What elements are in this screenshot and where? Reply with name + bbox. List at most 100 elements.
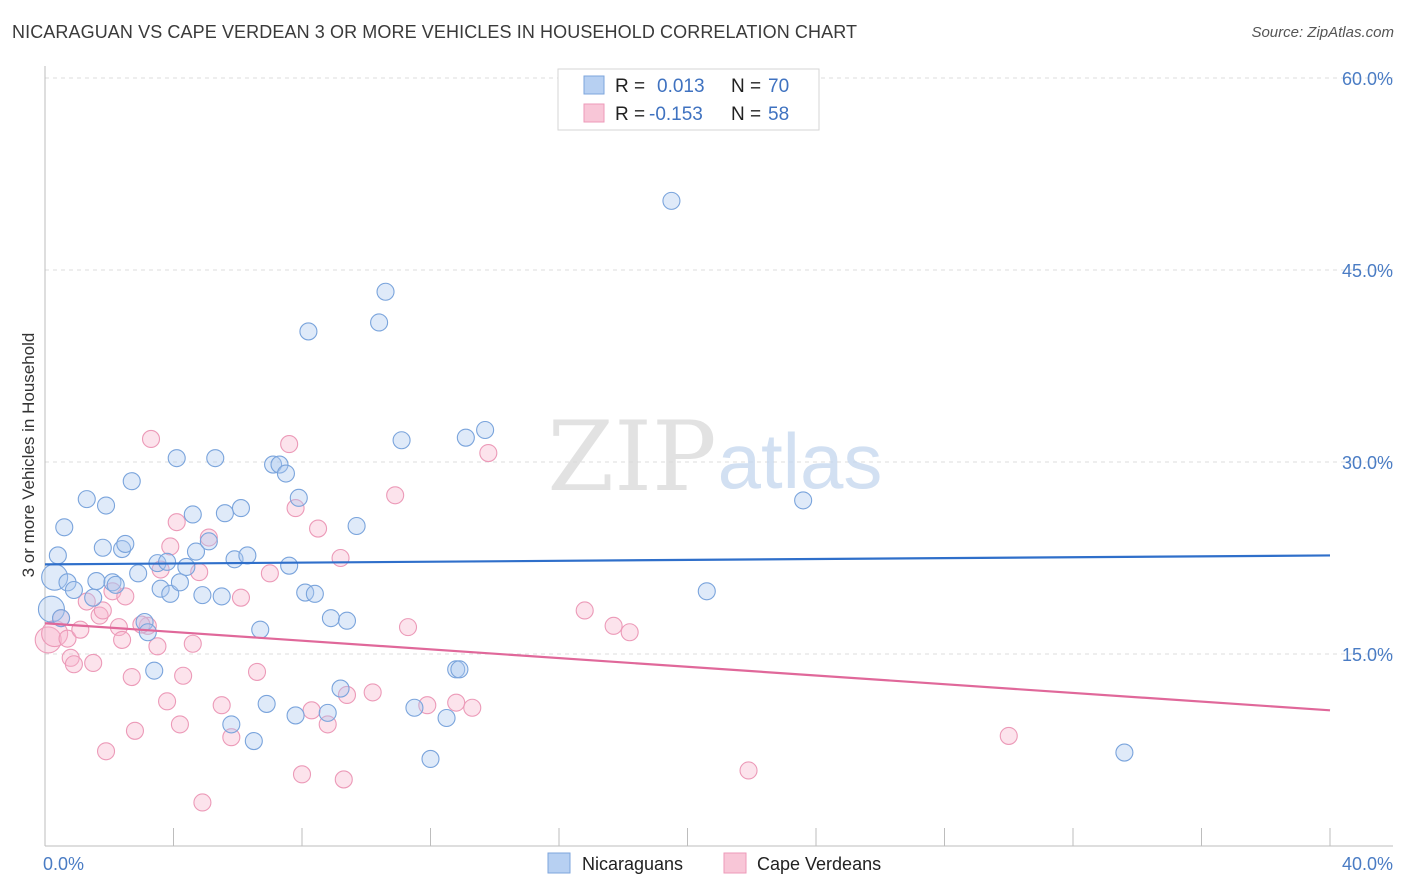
cape-verdeans-point-31 (212, 696, 231, 715)
source-label: Source: ZipAtlas.com (1251, 24, 1394, 41)
cape-verdeans-trend-line (44, 622, 1331, 712)
watermark-atlas: atlas (718, 417, 883, 505)
cape-verdeans-point-9 (90, 606, 109, 625)
cape-verdeans-point-35 (280, 435, 299, 454)
nicaraguans-point-45 (286, 706, 305, 725)
nicaraguans-point-10 (96, 496, 116, 515)
cape-verdeans-point-55 (999, 726, 1018, 745)
cape-verdeans-point-52 (604, 616, 623, 635)
grid-lines (45, 77, 1393, 655)
nicaraguans-point-62 (450, 660, 469, 679)
x-tick-label-max: 40.0% (1342, 854, 1393, 874)
nicaraguans-point-0 (37, 595, 65, 623)
legend-swatch-cape-verdeans (583, 103, 605, 123)
cape-verdeans-point-11 (96, 742, 116, 761)
nicaraguans-point-2 (48, 546, 67, 565)
cape-verdeans-point-24 (167, 513, 186, 532)
cape-verdeans-point-3 (58, 629, 77, 648)
cape-verdeans-point-54 (739, 761, 758, 780)
nicaraguans-point-38 (244, 731, 263, 751)
nicaraguans-point-64 (476, 420, 495, 440)
nicaraguans-point-43 (276, 464, 295, 483)
nicaraguans-point-54 (347, 516, 366, 536)
cape-verdeans-point-27 (183, 634, 202, 653)
cape-verdeans-point-43 (337, 685, 357, 705)
cape-verdeans-point-5 (64, 655, 83, 674)
nicaraguans-point-50 (318, 703, 337, 722)
watermark: ZIP atlas (547, 401, 882, 513)
nicaraguans-point-46 (289, 488, 308, 507)
nicaraguans-point-42 (270, 455, 289, 474)
y-tick-label-2: 45.0% (1342, 261, 1393, 281)
cape-verdeans-point-10 (93, 601, 112, 620)
cape-verdeans-point-37 (292, 765, 312, 784)
cape-verdeans-point-41 (331, 548, 350, 568)
nicaraguans-point-6 (77, 490, 96, 509)
cape-verdeans-point-42 (334, 770, 353, 789)
cape-verdeans-point-17 (125, 721, 144, 740)
legend-n-value-1: 70 (768, 76, 789, 97)
cape-verdeans-point-53 (620, 623, 639, 642)
cape-verdeans-point-30 (199, 528, 218, 547)
nicaraguans-point-47 (296, 583, 315, 602)
cape-verdeans-point-46 (398, 618, 418, 637)
cape-verdeans-point-49 (463, 698, 482, 717)
cape-verdeans-point-25 (170, 715, 189, 734)
nicaraguans-point-30 (199, 532, 218, 551)
nicaraguans-point-39 (251, 620, 270, 639)
nicaraguans-point-32 (212, 587, 231, 606)
nicaraguans-point-63 (456, 428, 475, 447)
cape-verdeans-point-51 (575, 601, 594, 620)
legend-r-value-2: -0.153 (649, 104, 703, 125)
nicaraguans-point-65 (662, 191, 681, 210)
nicaraguans-point-49 (305, 584, 324, 603)
watermark-zip: ZIP (547, 401, 716, 513)
cape-verdeans-point-6 (71, 620, 90, 639)
nicaraguans-point-8 (87, 571, 106, 591)
nicaraguans-point-27 (183, 505, 202, 524)
nicaraguans-point-19 (145, 661, 164, 680)
trend-lines (44, 554, 1331, 712)
legend-n-label-2: N = (731, 104, 761, 125)
cape-verdeans-point-19 (141, 429, 161, 449)
axes (44, 66, 1393, 847)
nicaraguans-point-3 (55, 518, 74, 537)
chart-title: NICARAGUAN VS CAPE VERDEAN 3 OR MORE VEH… (12, 22, 858, 42)
nicaraguans-point-13 (113, 539, 132, 559)
cape-verdeans-point-45 (386, 486, 405, 505)
nicaraguans-point-7 (84, 588, 103, 607)
legend-r-label-2: R = (615, 104, 645, 125)
cape-verdeans-point-32 (222, 728, 241, 747)
nicaraguans-point-12 (106, 575, 125, 594)
nicaraguans-point-37 (238, 546, 257, 565)
cape-verdeans-point-38 (302, 701, 321, 720)
cape-verdeans-point-34 (247, 662, 267, 681)
cape-verdeans-point-14 (113, 630, 132, 649)
nicaraguans-point-15 (122, 472, 141, 491)
nicaraguans-point-9 (93, 538, 112, 557)
legend-swatch-nicaraguans (583, 75, 605, 95)
cape-verdeans-point-36 (286, 499, 305, 518)
cape-verdeans-point-22 (158, 692, 177, 711)
y-tick-label-1: 30.0% (1342, 453, 1393, 473)
nicaraguans-point-29 (193, 586, 212, 605)
nicaraguans-point-36 (231, 499, 251, 518)
nicaraguans-point-21 (151, 579, 170, 598)
x-tick-labels: 0.0% 40.0% (43, 854, 1393, 874)
x-tick-label-min: 0.0% (43, 854, 84, 874)
legend-r-label-1: R = (615, 76, 645, 97)
bottom-legend-label-cape-verdeans: Cape Verdeans (757, 854, 881, 874)
nicaraguans-point-40 (257, 694, 276, 713)
nicaraguans-point-28 (186, 542, 206, 561)
nicaraguans-point-59 (421, 749, 440, 769)
nicaraguans-point-44 (280, 556, 299, 575)
cape-verdeans-point-26 (174, 666, 193, 685)
nicaraguans-point-56 (376, 282, 395, 301)
y-axis-label: 3 or more Vehicles in Household (19, 333, 38, 578)
nicaraguans-point-11 (103, 573, 122, 592)
y-tick-label-0: 15.0% (1342, 645, 1393, 665)
nicaraguans-point-52 (331, 679, 350, 698)
nicaraguans-point-55 (370, 313, 389, 332)
nicaraguans-point-66 (697, 582, 716, 601)
